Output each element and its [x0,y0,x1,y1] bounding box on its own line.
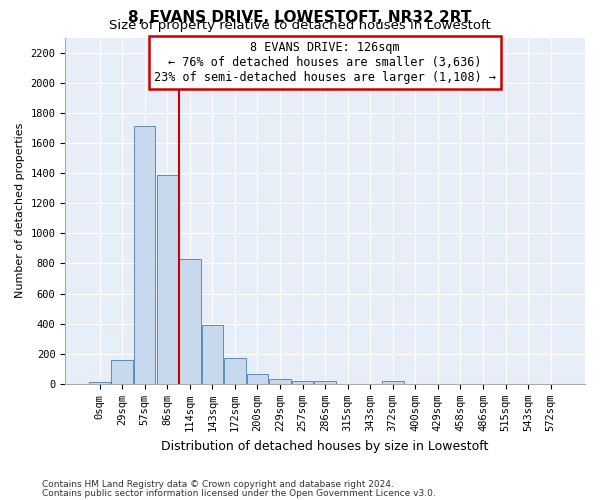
Bar [157,174,178,384]
Y-axis label: Number of detached properties: Number of detached properties [15,123,25,298]
Text: 8, EVANS DRIVE, LOWESTOFT, NR32 2RT: 8, EVANS DRIVE, LOWESTOFT, NR32 2RT [128,10,472,25]
Bar [292,381,313,384]
Bar [269,380,291,384]
Bar [134,126,155,384]
Bar [202,325,223,384]
Bar [179,259,200,384]
Text: Contains HM Land Registry data © Crown copyright and database right 2024.: Contains HM Land Registry data © Crown c… [42,480,394,489]
Bar [224,358,245,384]
Bar [89,382,110,384]
Text: Size of property relative to detached houses in Lowestoft: Size of property relative to detached ho… [109,18,491,32]
X-axis label: Distribution of detached houses by size in Lowestoft: Distribution of detached houses by size … [161,440,489,452]
Text: Contains public sector information licensed under the Open Government Licence v3: Contains public sector information licen… [42,488,436,498]
Bar [382,381,404,384]
Bar [247,374,268,384]
Bar [314,381,336,384]
Bar [112,360,133,384]
Text: 8 EVANS DRIVE: 126sqm
← 76% of detached houses are smaller (3,636)
23% of semi-d: 8 EVANS DRIVE: 126sqm ← 76% of detached … [154,41,496,84]
